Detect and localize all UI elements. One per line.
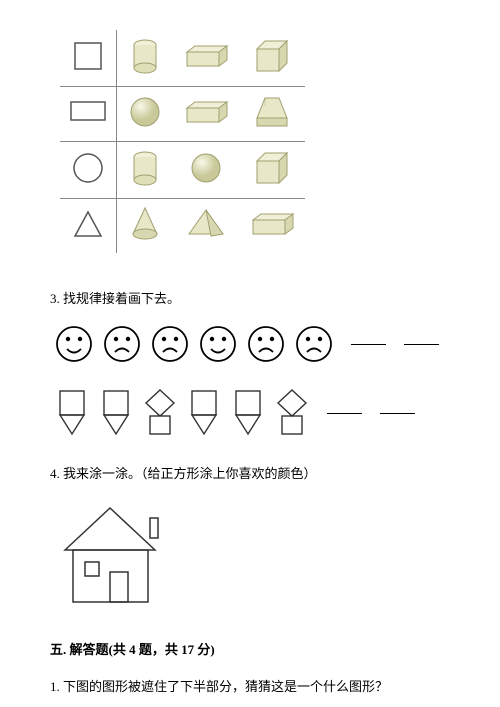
cell-cube [239, 30, 305, 87]
table-row [60, 87, 305, 142]
square-over-triangle-icon [99, 388, 133, 438]
faces-row [55, 325, 450, 363]
square-over-triangle-icon [231, 388, 265, 438]
answer-blank[interactable] [351, 344, 386, 345]
answer-blank[interactable] [327, 413, 362, 414]
q3-text: 3. 找规律接着画下去。 [50, 288, 450, 307]
happy-face-icon [199, 325, 237, 363]
house-figure [55, 500, 450, 614]
cell-sphere [117, 87, 174, 142]
cell-cuboid [173, 30, 239, 87]
cell-cuboid2 [173, 87, 239, 142]
cell-flat-triangle [60, 199, 117, 254]
square-over-triangle-icon [55, 388, 89, 438]
cell-flat-square [60, 30, 117, 87]
table-row [60, 142, 305, 199]
table-row [60, 30, 305, 87]
happy-face-icon [55, 325, 93, 363]
cell-sphere2 [173, 142, 239, 199]
cell-flat-circle [60, 142, 117, 199]
diamond-over-square-icon [143, 388, 177, 438]
cell-prism [239, 87, 305, 142]
sad-face-icon [247, 325, 285, 363]
cell-cylinder2 [117, 142, 174, 199]
q4-text: 4. 我来涂一涂。（给正方形涂上你喜欢的颜色） [50, 463, 450, 482]
answer-blank[interactable] [404, 344, 439, 345]
cell-cone [117, 199, 174, 254]
sad-face-icon [151, 325, 189, 363]
diamond-over-square-icon [275, 388, 309, 438]
shapes-seq-row [55, 388, 450, 438]
table-row [60, 199, 305, 254]
cell-cuboid3 [239, 199, 305, 254]
cell-cylinder [117, 30, 174, 87]
cell-flat-rect [60, 87, 117, 142]
section5-title: 五. 解答题(共 4 题，共 17 分) [50, 639, 450, 658]
sad-face-icon [295, 325, 333, 363]
answer-blank[interactable] [380, 413, 415, 414]
section5-q1: 1. 下图的图形被遮住了下半部分，猜猜这是一个什么图形？ [50, 676, 450, 695]
square-over-triangle-icon [187, 388, 221, 438]
cell-pyramid [173, 199, 239, 254]
cell-cube2 [239, 142, 305, 199]
shapes-table [60, 30, 305, 253]
shapes-table-wrap [60, 30, 450, 253]
sad-face-icon [103, 325, 141, 363]
